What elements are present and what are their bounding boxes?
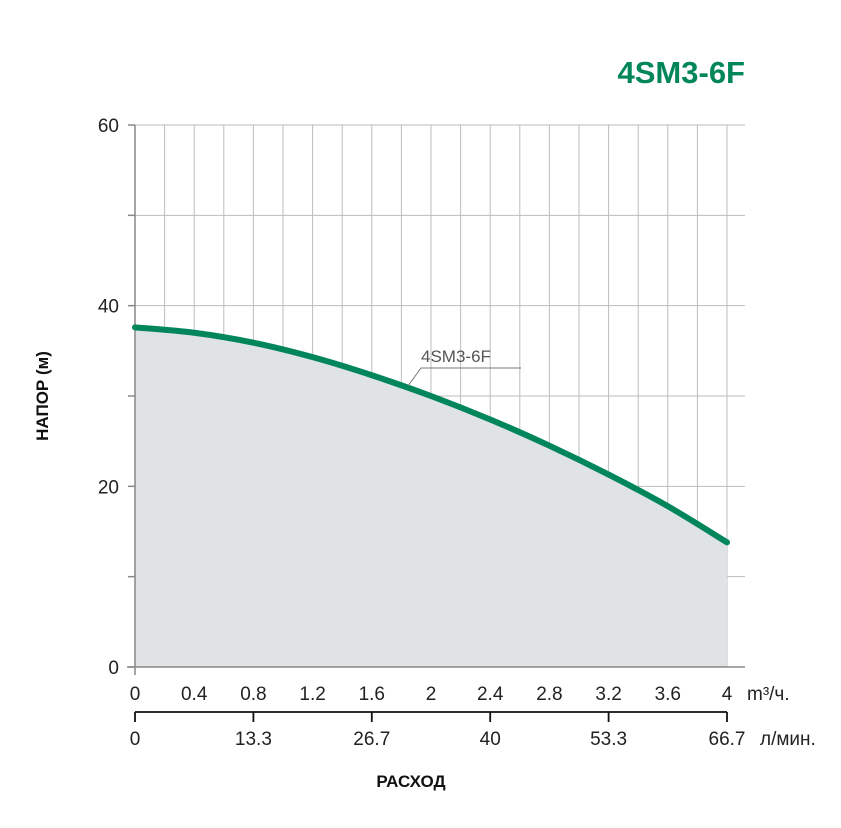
series-label: 4SM3-6F (421, 347, 491, 366)
x-tick-label: 2 (426, 684, 437, 705)
y-tick-label: 20 (98, 477, 119, 498)
y-axis-title: НАПОР (м) (33, 351, 52, 441)
x2-tick-label: 13.3 (235, 729, 272, 750)
series-line (132, 324, 730, 546)
x2-tick-label: 53.3 (590, 729, 627, 750)
x-tick-label: 3.2 (595, 684, 621, 705)
x-tick-label: 2.8 (536, 684, 562, 705)
x-tick-label: 0.4 (181, 684, 208, 705)
series-callout: 4SM3-6F (407, 347, 521, 387)
x-tick-label: 2.4 (477, 684, 504, 705)
series-area-fill (135, 327, 727, 667)
x-tick-label: 0.8 (240, 684, 266, 705)
x-tick-label: 1.2 (299, 684, 325, 705)
x2-tick-label: 0 (130, 729, 141, 750)
axes (127, 124, 745, 722)
x-axis-title: РАСХОД (376, 772, 445, 791)
y-tick-label: 0 (108, 658, 119, 679)
x-tick-label: 0 (130, 684, 141, 705)
y-tick-label: 60 (98, 116, 119, 137)
series-label-leader (407, 367, 521, 387)
x-tick-label: 4 (722, 684, 733, 705)
x2-axis-unit: л/мин. (760, 729, 816, 750)
y-tick-label: 40 (98, 297, 119, 318)
x2-tick-label: 26.7 (353, 729, 390, 750)
x-tick-label: 3.6 (655, 684, 681, 705)
x-tick-label: 1.6 (359, 684, 385, 705)
x2-tick-label: 66.7 (709, 729, 746, 750)
x-axis-unit: m³/ч. (747, 684, 790, 705)
x2-tick-label: 40 (480, 729, 501, 750)
chart-title: 4SM3-6F (618, 55, 745, 90)
